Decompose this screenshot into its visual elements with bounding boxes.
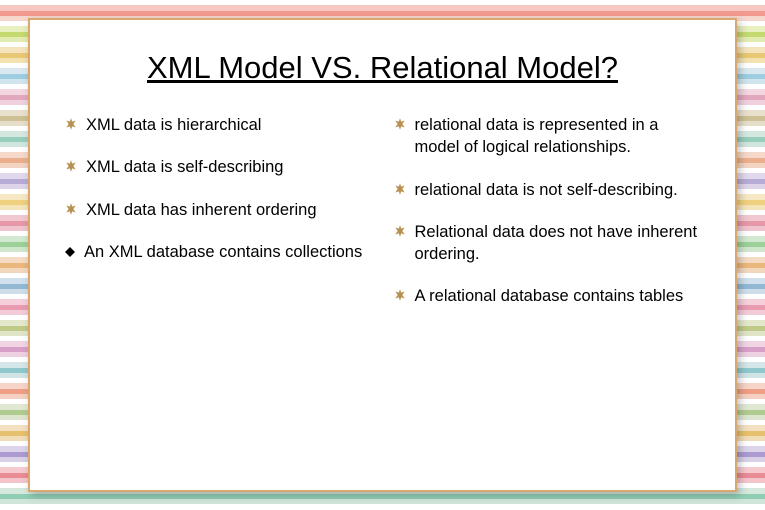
bullet-text: relational data is represented in a mode… (415, 114, 702, 159)
bullet-text: relational data is not self-describing. (415, 179, 702, 201)
right-column: relational data is represented in a mode… (393, 114, 702, 308)
star-bullet-icon (64, 117, 78, 131)
slide-card: XML Model VS. Relational Model? XML data… (28, 18, 737, 492)
bullet-text: XML data has inherent ordering (86, 199, 373, 221)
bullet-text: A relational database contains tables (415, 285, 702, 307)
bullet-text: XML data is hierarchical (86, 114, 373, 136)
content-columns: XML data is hierarchical XML data is self… (64, 114, 701, 308)
bullet-text: An XML database contains collections (84, 241, 373, 263)
diamond-bullet-icon (64, 246, 76, 258)
bullet-item: XML data is self-describing (64, 156, 373, 178)
star-bullet-icon (393, 288, 407, 302)
bullet-item: Relational data does not have inherent o… (393, 221, 702, 266)
star-bullet-icon (393, 117, 407, 131)
star-bullet-icon (393, 224, 407, 238)
bullet-text: Relational data does not have inherent o… (415, 221, 702, 266)
bullet-text: XML data is self-describing (86, 156, 373, 178)
star-bullet-icon (393, 182, 407, 196)
bullet-item: XML data is hierarchical (64, 114, 373, 136)
bullet-item: relational data is not self-describing. (393, 179, 702, 201)
bullet-item: relational data is represented in a mode… (393, 114, 702, 159)
star-bullet-icon (64, 159, 78, 173)
star-bullet-icon (64, 202, 78, 216)
bullet-item: A relational database contains tables (393, 285, 702, 307)
bullet-item: XML data has inherent ordering (64, 199, 373, 221)
left-column: XML data is hierarchical XML data is self… (64, 114, 373, 308)
bullet-item: An XML database contains collections (64, 241, 373, 263)
slide-title: XML Model VS. Relational Model? (64, 50, 701, 86)
